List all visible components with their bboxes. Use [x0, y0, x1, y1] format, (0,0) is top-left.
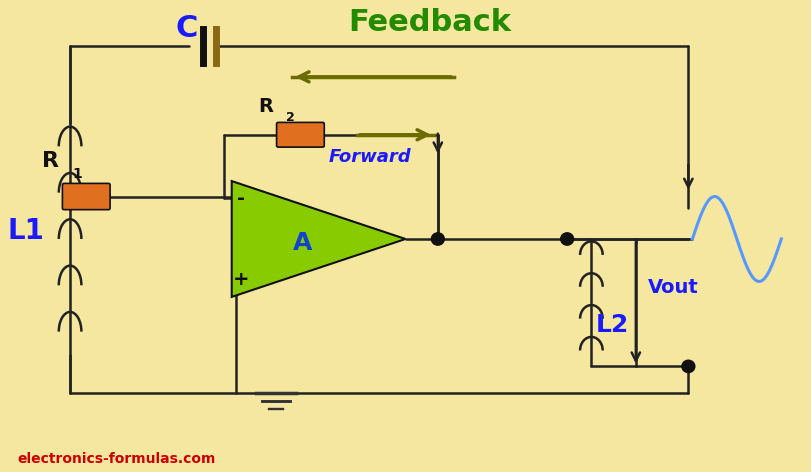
FancyBboxPatch shape [277, 122, 324, 147]
Text: electronics-formulas.com: electronics-formulas.com [18, 452, 216, 466]
Text: C: C [175, 14, 198, 42]
Text: 2: 2 [286, 111, 294, 124]
Text: L2: L2 [595, 312, 629, 337]
Circle shape [682, 360, 695, 372]
Polygon shape [232, 181, 406, 297]
Text: Forward: Forward [328, 148, 411, 166]
Text: -: - [238, 189, 246, 208]
Text: Feedback: Feedback [348, 8, 511, 37]
FancyBboxPatch shape [62, 184, 110, 210]
Text: R: R [259, 97, 273, 116]
Text: Vout: Vout [648, 278, 699, 297]
Text: R: R [42, 151, 59, 171]
Text: 1: 1 [72, 167, 82, 181]
Text: A: A [293, 231, 312, 255]
Text: +: + [234, 270, 250, 289]
Circle shape [560, 233, 573, 245]
Text: L1: L1 [7, 217, 44, 245]
Circle shape [431, 233, 444, 245]
